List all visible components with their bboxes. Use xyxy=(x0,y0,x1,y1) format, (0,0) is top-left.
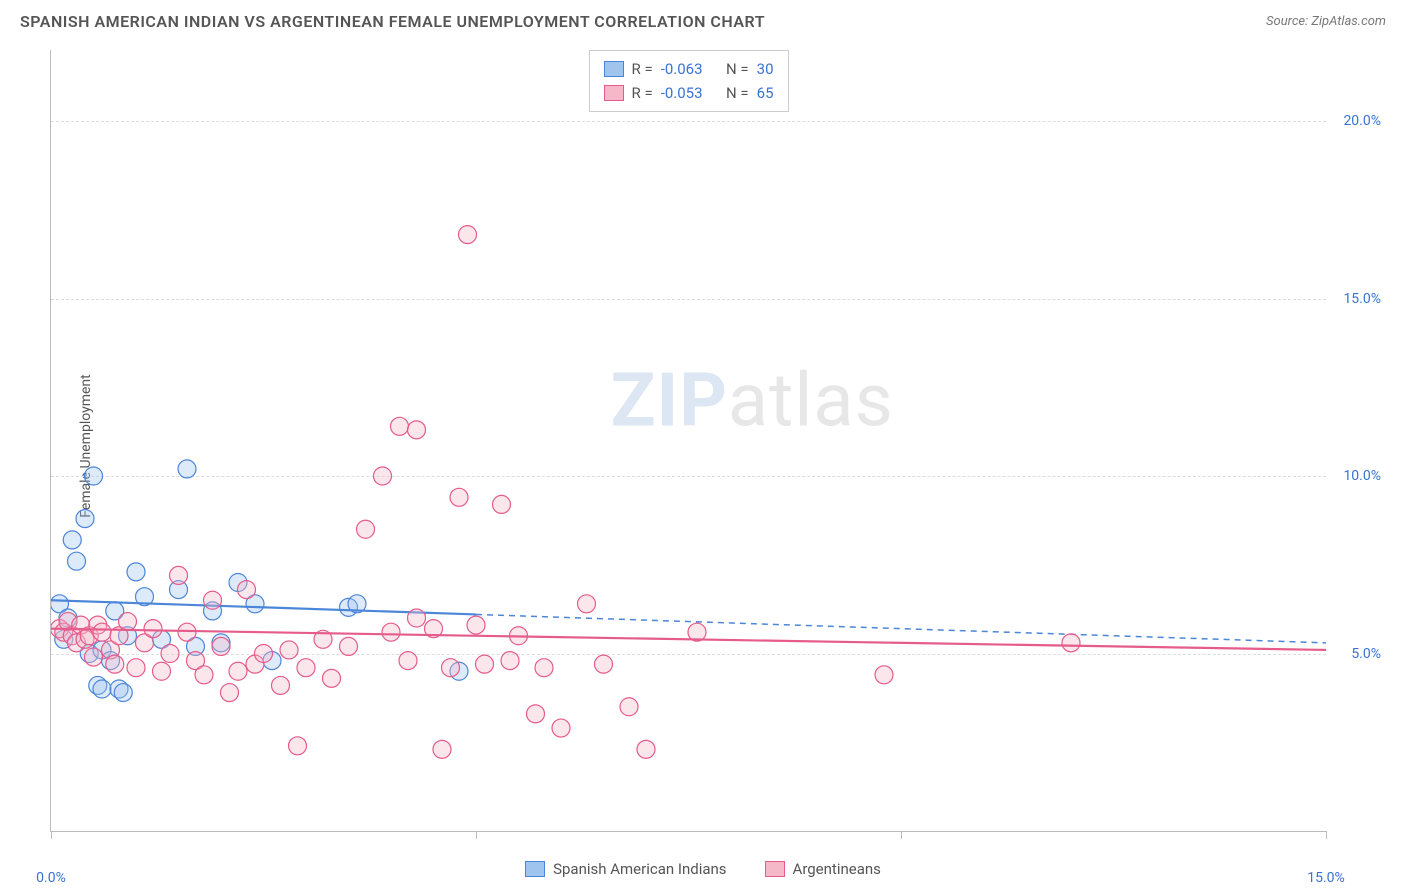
scatter-point xyxy=(238,581,256,599)
x-tick xyxy=(51,831,52,839)
scatter-point xyxy=(399,652,417,670)
scatter-point xyxy=(153,662,171,680)
scatter-point xyxy=(442,659,460,677)
n-value: 65 xyxy=(757,81,774,105)
scatter-point xyxy=(552,719,570,737)
scatter-point xyxy=(476,655,494,673)
scatter-point xyxy=(323,669,341,687)
scatter-svg xyxy=(51,50,1326,831)
scatter-point xyxy=(357,520,375,538)
scatter-point xyxy=(93,680,111,698)
r-key: R = xyxy=(631,57,652,81)
legend-swatch xyxy=(603,61,623,77)
r-value: -0.053 xyxy=(661,81,703,105)
scatter-point xyxy=(178,460,196,478)
scatter-point xyxy=(408,421,426,439)
n-key: N = xyxy=(726,57,749,81)
scatter-point xyxy=(340,637,358,655)
scatter-point xyxy=(85,648,103,666)
chart-container: ZIPatlas R =-0.063 N =30R =-0.053 N =65 … xyxy=(50,50,1386,832)
scatter-point xyxy=(467,616,485,634)
correlation-stats-box: R = -0.063 N = 30 R = -0.053 N = 65 xyxy=(588,50,788,112)
scatter-point xyxy=(408,609,426,627)
plot-area: ZIPatlas R =-0.063 N =30R =-0.053 N =65 … xyxy=(50,50,1326,832)
scatter-point xyxy=(229,662,247,680)
n-key: N = xyxy=(726,81,749,105)
scatter-point xyxy=(212,637,230,655)
scatter-point xyxy=(433,740,451,758)
y-tick-label: 5.0% xyxy=(1331,646,1381,662)
scatter-point xyxy=(493,495,511,513)
n-value: 30 xyxy=(757,57,774,81)
legend-item: Spanish American Indians xyxy=(525,860,726,878)
y-tick-label: 15.0% xyxy=(1331,291,1381,307)
legend-item: Argentineans xyxy=(765,860,881,878)
legend-swatch xyxy=(765,861,785,877)
legend: Spanish American Indians Argentineans xyxy=(0,860,1406,878)
scatter-point xyxy=(450,488,468,506)
scatter-point xyxy=(280,641,298,659)
scatter-point xyxy=(391,417,409,435)
scatter-point xyxy=(297,659,315,677)
scatter-point xyxy=(195,666,213,684)
legend-label: Argentineans xyxy=(793,860,881,878)
chart-title: SPANISH AMERICAN INDIAN VS ARGENTINEAN F… xyxy=(20,12,765,31)
scatter-point xyxy=(595,655,613,673)
legend-swatch xyxy=(603,85,623,101)
scatter-point xyxy=(1062,634,1080,652)
legend-swatch xyxy=(525,861,545,877)
stats-row: R = -0.053 N = 65 xyxy=(603,81,773,105)
scatter-point xyxy=(178,623,196,641)
scatter-point xyxy=(63,531,81,549)
scatter-point xyxy=(68,552,86,570)
r-key: R = xyxy=(631,81,652,105)
legend-label: Spanish American Indians xyxy=(553,860,726,878)
r-value: -0.063 xyxy=(661,57,703,81)
scatter-point xyxy=(620,698,638,716)
source-label: Source: ZipAtlas.com xyxy=(1266,14,1386,29)
scatter-point xyxy=(85,467,103,485)
scatter-point xyxy=(204,591,222,609)
scatter-point xyxy=(127,563,145,581)
scatter-point xyxy=(374,467,392,485)
scatter-point xyxy=(289,737,307,755)
scatter-point xyxy=(170,566,188,584)
scatter-point xyxy=(114,684,132,702)
scatter-point xyxy=(127,659,145,677)
scatter-point xyxy=(501,652,519,670)
scatter-point xyxy=(875,666,893,684)
y-tick-label: 10.0% xyxy=(1331,468,1381,484)
scatter-point xyxy=(144,620,162,638)
x-tick xyxy=(901,831,902,839)
scatter-point xyxy=(119,613,137,631)
scatter-point xyxy=(382,623,400,641)
y-tick-label: 20.0% xyxy=(1331,113,1381,129)
scatter-point xyxy=(106,655,124,673)
scatter-point xyxy=(637,740,655,758)
x-tick xyxy=(1326,831,1327,839)
scatter-point xyxy=(527,705,545,723)
scatter-point xyxy=(221,684,239,702)
stats-row: R = -0.063 N = 30 xyxy=(603,57,773,81)
x-tick xyxy=(476,831,477,839)
scatter-point xyxy=(93,623,111,641)
scatter-point xyxy=(272,676,290,694)
scatter-point xyxy=(459,226,477,244)
scatter-point xyxy=(161,645,179,663)
scatter-point xyxy=(255,645,273,663)
scatter-point xyxy=(76,510,94,528)
scatter-point xyxy=(578,595,596,613)
scatter-point xyxy=(535,659,553,677)
